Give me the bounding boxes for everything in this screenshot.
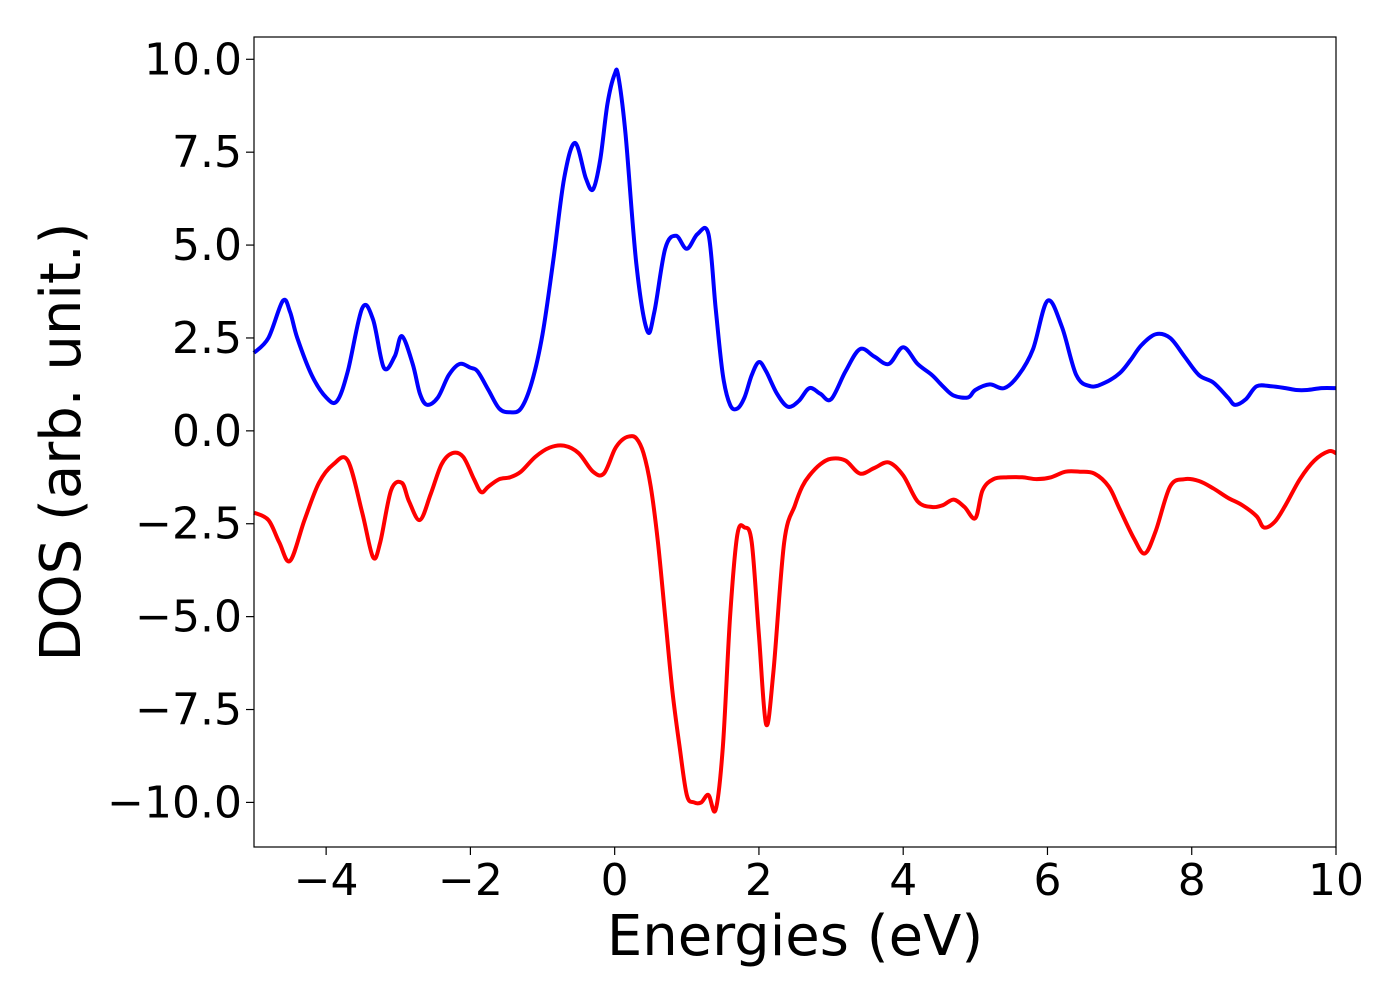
y-tick-label: 10.0 — [144, 34, 242, 85]
x-tick-label: −4 — [294, 855, 359, 906]
plot-background — [254, 37, 1336, 847]
x-ticks: −4 −2 0 2 4 6 8 10 — [294, 847, 1364, 906]
x-tick-label: 8 — [1178, 855, 1206, 906]
y-tick-label: 0.0 — [172, 406, 242, 457]
y-ticks: 10.0 7.5 5.0 2.5 0.0 −2.5 −5.0 −7.5 −10.0 — [107, 34, 254, 828]
x-tick-label: 6 — [1033, 855, 1061, 906]
x-tick-label: 0 — [601, 855, 629, 906]
series-line-0 — [252, 67, 1337, 415]
y-tick-label: −7.5 — [135, 685, 242, 736]
series-layer — [252, 67, 1337, 814]
plot-frame — [253, 36, 1337, 848]
series-line-1 — [253, 434, 1337, 814]
y-axis-label: DOS (arb. unit.) — [29, 222, 94, 661]
y-tick-label: −2.5 — [135, 499, 242, 550]
x-axis-label: Energies (eV) — [607, 904, 983, 969]
x-tick-label: 2 — [745, 855, 773, 906]
y-tick-label: 2.5 — [172, 313, 242, 364]
y-tick-label: −5.0 — [135, 592, 242, 643]
x-tick-label: −2 — [438, 855, 503, 906]
y-tick-label: 7.5 — [172, 127, 242, 178]
y-tick-label: −10.0 — [107, 777, 242, 828]
x-tick-label: 10 — [1308, 855, 1364, 906]
y-tick-label: 5.0 — [172, 220, 242, 271]
x-tick-label: 4 — [889, 855, 917, 906]
